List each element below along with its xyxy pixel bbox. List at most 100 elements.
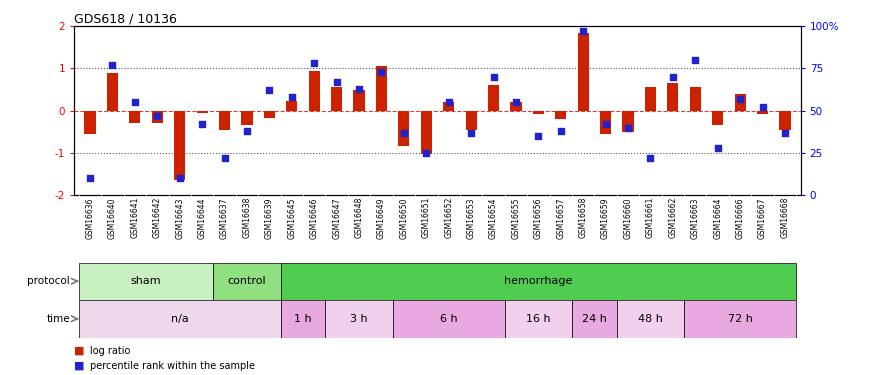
Text: GDS618 / 10136: GDS618 / 10136 bbox=[74, 12, 178, 25]
Bar bbox=[757, 111, 768, 114]
Bar bbox=[219, 111, 230, 130]
Point bbox=[554, 128, 568, 134]
Point bbox=[128, 99, 142, 105]
Bar bbox=[197, 111, 207, 113]
Text: n/a: n/a bbox=[171, 314, 189, 324]
Bar bbox=[130, 111, 141, 123]
Bar bbox=[214, 262, 281, 300]
Text: sham: sham bbox=[130, 276, 161, 286]
Text: 3 h: 3 h bbox=[350, 314, 367, 324]
Text: GSM16668: GSM16668 bbox=[780, 197, 789, 238]
Point bbox=[172, 175, 186, 181]
Bar bbox=[510, 102, 522, 111]
Point bbox=[621, 124, 635, 130]
Bar bbox=[354, 90, 365, 111]
Bar bbox=[617, 300, 684, 338]
Bar bbox=[242, 111, 253, 125]
Text: GSM16641: GSM16641 bbox=[130, 197, 139, 238]
Bar bbox=[533, 111, 544, 114]
Text: GSM16654: GSM16654 bbox=[489, 197, 498, 238]
Point bbox=[598, 121, 612, 127]
Bar bbox=[466, 111, 477, 130]
Text: GSM16650: GSM16650 bbox=[399, 197, 409, 238]
Text: GSM16646: GSM16646 bbox=[310, 197, 318, 238]
Bar bbox=[578, 33, 589, 111]
Point bbox=[397, 130, 411, 136]
Point bbox=[262, 87, 276, 93]
Point bbox=[710, 145, 724, 151]
Bar bbox=[174, 111, 186, 180]
Bar bbox=[107, 73, 118, 111]
Point bbox=[240, 128, 254, 134]
Point bbox=[284, 94, 298, 100]
Text: GSM16643: GSM16643 bbox=[175, 197, 185, 238]
Bar bbox=[151, 111, 163, 123]
Bar bbox=[286, 101, 298, 111]
Text: GSM16660: GSM16660 bbox=[624, 197, 633, 238]
Bar bbox=[393, 300, 505, 338]
Bar bbox=[376, 66, 387, 111]
Bar bbox=[712, 111, 724, 125]
Bar bbox=[645, 87, 656, 111]
Point bbox=[689, 57, 703, 63]
Text: GSM16656: GSM16656 bbox=[534, 197, 542, 238]
Point bbox=[778, 130, 792, 136]
Bar bbox=[690, 87, 701, 111]
Bar bbox=[281, 262, 796, 300]
Text: percentile rank within the sample: percentile rank within the sample bbox=[90, 361, 256, 370]
Text: GSM16657: GSM16657 bbox=[556, 197, 565, 238]
Text: GSM16645: GSM16645 bbox=[287, 197, 297, 238]
Text: GSM16667: GSM16667 bbox=[758, 197, 767, 238]
Text: ■: ■ bbox=[74, 346, 85, 355]
Text: GSM16663: GSM16663 bbox=[690, 197, 700, 238]
Bar bbox=[263, 111, 275, 118]
Bar bbox=[780, 111, 790, 130]
Bar bbox=[600, 111, 612, 134]
Text: 72 h: 72 h bbox=[728, 314, 752, 324]
Point bbox=[374, 69, 388, 75]
Point bbox=[218, 155, 232, 161]
Text: GSM16658: GSM16658 bbox=[578, 197, 588, 238]
Text: GSM16644: GSM16644 bbox=[198, 197, 206, 238]
Text: GSM16659: GSM16659 bbox=[601, 197, 610, 238]
Bar bbox=[505, 300, 572, 338]
Point bbox=[509, 99, 523, 105]
Bar bbox=[684, 300, 796, 338]
Text: GSM16638: GSM16638 bbox=[242, 197, 251, 238]
Point bbox=[531, 133, 545, 139]
Text: GSM16666: GSM16666 bbox=[736, 197, 745, 238]
Point bbox=[442, 99, 456, 105]
Point bbox=[733, 96, 747, 102]
Text: GSM16637: GSM16637 bbox=[220, 197, 229, 238]
Text: 6 h: 6 h bbox=[440, 314, 458, 324]
Point bbox=[352, 86, 366, 92]
Point bbox=[307, 60, 321, 66]
Text: GSM16651: GSM16651 bbox=[422, 197, 430, 238]
Point bbox=[419, 150, 433, 156]
Point bbox=[577, 28, 591, 34]
Text: 24 h: 24 h bbox=[582, 314, 607, 324]
Text: GSM16662: GSM16662 bbox=[668, 197, 677, 238]
Bar bbox=[734, 94, 746, 111]
Bar bbox=[309, 70, 320, 111]
Point bbox=[666, 74, 680, 80]
Point bbox=[643, 155, 657, 161]
Bar bbox=[421, 111, 432, 154]
Text: hemorrhage: hemorrhage bbox=[504, 276, 572, 286]
Bar bbox=[398, 111, 410, 147]
Text: 1 h: 1 h bbox=[294, 314, 311, 324]
Text: 48 h: 48 h bbox=[638, 314, 663, 324]
Bar bbox=[85, 111, 95, 134]
Bar bbox=[668, 83, 678, 111]
Text: time: time bbox=[46, 314, 70, 324]
Point bbox=[83, 175, 97, 181]
Text: GSM16661: GSM16661 bbox=[646, 197, 655, 238]
Bar bbox=[281, 300, 326, 338]
Bar bbox=[555, 111, 566, 119]
Bar bbox=[572, 300, 617, 338]
Point bbox=[755, 104, 769, 110]
Point bbox=[464, 130, 478, 136]
Text: control: control bbox=[228, 276, 266, 286]
Text: GSM16636: GSM16636 bbox=[86, 197, 94, 238]
Text: GSM16648: GSM16648 bbox=[354, 197, 363, 238]
